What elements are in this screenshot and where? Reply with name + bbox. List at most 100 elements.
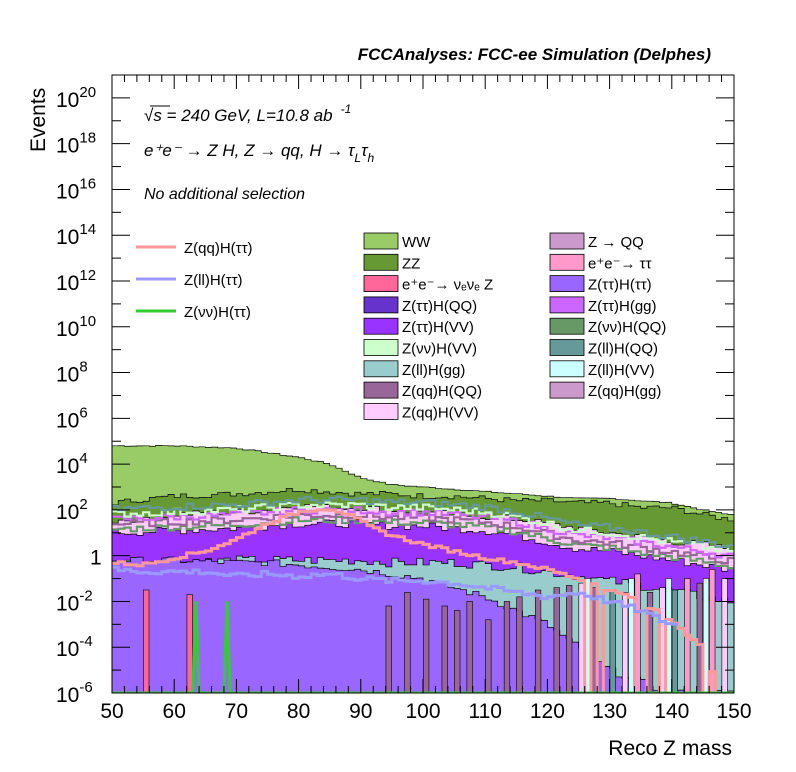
spike-13 bbox=[566, 585, 573, 693]
y-tick-label-2: 10-2 bbox=[56, 587, 93, 615]
spike-23 bbox=[696, 582, 703, 693]
spike-21 bbox=[671, 589, 679, 693]
legend-swatch-ZqqHVV bbox=[363, 402, 399, 420]
legend-background-right: Z → QQ e⁺e⁻→ ττ Z(ττ)H(ττ) Z(ττ)H(gg) Z(νν)H… bbox=[549, 232, 666, 400]
spike-16 bbox=[609, 589, 616, 693]
svg-text:√s = 240 GeV, L=10.8 ab-1: √s = 240 GeV, L=10.8 ab -1 bbox=[144, 102, 351, 125]
spike-6 bbox=[454, 610, 461, 693]
legend-label-ZttHVV: Z(ττ)H(VV) bbox=[402, 319, 474, 336]
legend-label-ZqqHQQ: Z(qq)H(QQ) bbox=[402, 383, 482, 400]
spike-25 bbox=[721, 578, 728, 693]
legend-swatch-ZttHQQ bbox=[363, 296, 399, 314]
x-tick-label-6: 110 bbox=[468, 700, 501, 723]
legend-signal-label-2: Z(νν)H(ττ) bbox=[184, 304, 251, 321]
stack-band-0 bbox=[112, 515, 734, 570]
selection-annotation: No additional selection bbox=[144, 186, 305, 203]
y-tick-label-1: 10-4 bbox=[56, 633, 93, 661]
x-tick-label-4: 90 bbox=[349, 700, 372, 723]
y-tick-label-13: 1020 bbox=[56, 84, 96, 112]
legend-label-ZttHQQ: Z(ττ)H(QQ) bbox=[402, 298, 477, 315]
x-tick-label-3: 80 bbox=[287, 700, 310, 723]
stack-layer-5 bbox=[112, 556, 734, 693]
spike-4 bbox=[423, 598, 430, 693]
legend-signal-label-0: Z(qq)H(ττ) bbox=[184, 240, 253, 257]
legend-swatch-nunuZ bbox=[363, 275, 399, 293]
y-tick-label-4: 102 bbox=[56, 496, 88, 524]
y-axis-label: Events bbox=[27, 88, 50, 152]
spike-24 bbox=[709, 569, 716, 693]
x-tick-label-10: 150 bbox=[716, 700, 751, 723]
legend-label-ZZ: ZZ bbox=[402, 255, 420, 272]
legend-swatch-ZQQ bbox=[549, 232, 585, 250]
legend-signal: Z(qq)H(ττ) Z(ll)H(ττ) Z(νν)H(ττ) bbox=[136, 240, 253, 321]
legend-swatch-ZqqHQQ bbox=[363, 381, 399, 399]
legend-label-ZllHVV: Z(ll)H(VV) bbox=[588, 362, 655, 379]
spike-7 bbox=[466, 601, 473, 693]
spike-10 bbox=[516, 596, 523, 693]
legend-swatch-ZllHQQ bbox=[549, 339, 585, 356]
process-annotation: e⁺e⁻ → Z H, Z → qq, H → τLτh bbox=[144, 141, 374, 165]
legend-label-ZqqHgg: Z(qq)H(gg) bbox=[588, 383, 661, 400]
legend-swatch-WW bbox=[363, 232, 399, 250]
y-tick-label-7: 108 bbox=[56, 359, 88, 387]
signal-line-0 bbox=[112, 508, 728, 693]
legend-background-left: WW ZZ e⁺e⁻→ νₑνₑ Z Z(ττ)H(QQ) Z(ττ)H(VV) Z(νν… bbox=[363, 232, 493, 421]
spike-9 bbox=[503, 601, 511, 693]
x-tick-label-0: 50 bbox=[100, 700, 123, 723]
signal-line-2 bbox=[112, 601, 734, 693]
legend-label-ZqqHVV: Z(qq)H(VV) bbox=[402, 404, 479, 421]
signal-line-1 bbox=[112, 565, 679, 626]
legend-signal-label-1: Z(ll)H(ττ) bbox=[184, 272, 243, 289]
legend-label-nunuZ: e⁺e⁻→ νₑνₑ Z bbox=[402, 277, 493, 294]
legend-swatch-ZttHtt bbox=[549, 275, 585, 293]
signal-curves bbox=[112, 508, 734, 693]
x-tick-label-1: 60 bbox=[163, 700, 186, 723]
legend-label-ZllHgg: Z(ll)H(gg) bbox=[402, 362, 465, 379]
legend-label-ZttHtt: Z(ττ)H(ττ) bbox=[588, 277, 652, 294]
legend-swatch-ZZ bbox=[363, 253, 399, 271]
spike-0 bbox=[143, 589, 150, 693]
y-tick-label-8: 1010 bbox=[56, 313, 96, 341]
spike-5 bbox=[441, 605, 448, 693]
y-tick-label-0: 10-6 bbox=[56, 679, 93, 707]
legend-swatch-tautau bbox=[549, 253, 585, 271]
y-tick-label-3: 1 bbox=[90, 547, 102, 570]
legend-label-ZllHQQ: Z(ll)H(QQ) bbox=[588, 341, 658, 358]
stack-band-3 bbox=[112, 501, 734, 553]
spike-2 bbox=[385, 605, 392, 693]
x-tick-label-5: 100 bbox=[405, 700, 440, 723]
x-tick-label-2: 70 bbox=[225, 700, 248, 723]
y-tick-label-10: 1014 bbox=[56, 221, 96, 249]
chart-title: FCCAnalyses: FCC-ee Simulation (Delphes) bbox=[358, 45, 712, 64]
legend-label-ZnnHQQ: Z(νν)H(QQ) bbox=[588, 319, 666, 336]
x-axis-label: Reco Z mass bbox=[608, 737, 732, 760]
stack-band-4 bbox=[112, 495, 734, 549]
legend-label-WW: WW bbox=[402, 234, 431, 251]
stacked-background bbox=[112, 445, 734, 693]
spike-11 bbox=[534, 589, 542, 693]
energy-annotation: √s = 240 GeV, L=10.8 ab -1 bbox=[144, 102, 351, 125]
legend-label-ZttHgg: Z(ττ)H(gg) bbox=[588, 298, 657, 315]
legend-swatch-ZllHVV bbox=[549, 360, 585, 378]
spike-12 bbox=[553, 587, 560, 693]
legend-swatch-ZllHgg bbox=[363, 360, 399, 378]
y-tick-label-6: 106 bbox=[56, 404, 88, 432]
legend-swatch-ZqqHgg bbox=[549, 381, 585, 399]
y-tick-label-12: 1018 bbox=[56, 130, 96, 158]
y-tick-label-5: 104 bbox=[56, 450, 88, 478]
legend-swatch-ZnnHVV bbox=[363, 339, 399, 356]
legend-label-ZQQ: Z → QQ bbox=[588, 234, 644, 251]
spike-8 bbox=[485, 619, 492, 693]
x-tick-label-9: 140 bbox=[654, 700, 689, 723]
legend-label-tautau: e⁺e⁻→ ττ bbox=[588, 255, 652, 272]
x-axis-ticks: 50 60 70 80 90 100 110 120 130 140 150 bbox=[100, 75, 752, 723]
legend-swatch-ZttHgg bbox=[549, 296, 585, 314]
svg-text:e⁺e⁻ → Z H, Z → qq, H → τLτh: e⁺e⁻ → Z H, Z → qq, H → τLτh bbox=[144, 141, 374, 165]
x-tick-label-8: 130 bbox=[592, 700, 627, 723]
legend-label-ZnnHVV: Z(νν)H(VV) bbox=[402, 341, 477, 358]
y-tick-label-11: 1016 bbox=[56, 175, 96, 203]
legend-swatch-ZnnHQQ bbox=[549, 317, 585, 335]
x-tick-label-7: 120 bbox=[530, 700, 565, 723]
